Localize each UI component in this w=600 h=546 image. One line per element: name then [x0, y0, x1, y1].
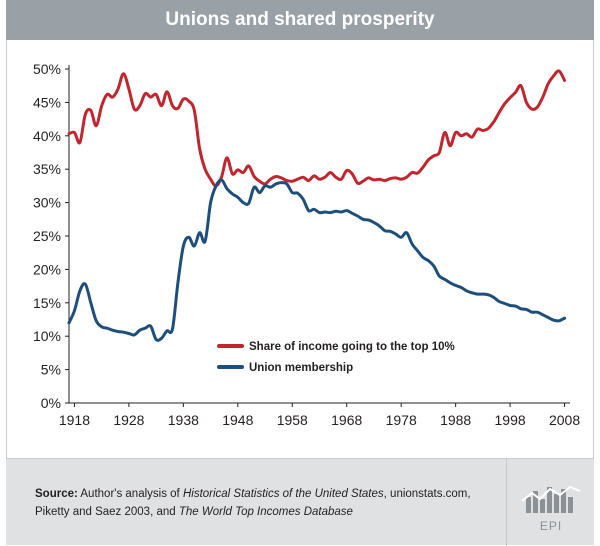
footer-divider [506, 459, 507, 546]
legend-label: Share of income going to the top 10% [249, 341, 455, 353]
legend-label: Union membership [249, 362, 353, 374]
y-tick-label: 35% [33, 161, 61, 177]
y-tick-label: 0% [41, 395, 61, 411]
x-tick-label: 1948 [222, 412, 253, 428]
x-tick-label: 1978 [386, 412, 417, 428]
y-tick-label: 45% [33, 94, 61, 110]
union-membership-line [67, 178, 567, 342]
chart-title: Unions and shared prosperity [6, 0, 594, 40]
y-tick-label: 20% [33, 261, 61, 277]
source-title-2: The World Top Incomes Database [178, 506, 353, 518]
y-tick-label: 30% [33, 195, 61, 211]
source-title-1: Historical Statistics of the United Stat… [182, 488, 384, 500]
y-tick-label: 5% [41, 362, 61, 378]
legend: Share of income going to the top 10% Unio… [217, 341, 455, 374]
x-tick-label: 1928 [113, 412, 144, 428]
source-note: Source: Author's analysis of Historical … [35, 485, 480, 521]
chart-frame [6, 0, 594, 545]
epi-logo-text: EPI [539, 519, 563, 533]
x-tick-label: 1988 [440, 412, 471, 428]
y-tick-label: 25% [33, 228, 61, 244]
x-tick-label: 1958 [277, 412, 308, 428]
x-tick-label: 2008 [549, 412, 580, 428]
x-tick-label: 1918 [59, 412, 90, 428]
x-tick-label: 1998 [495, 412, 526, 428]
x-axis: 1918 1928 1938 1948 1958 1968 1978 1988 1998 2008 [59, 402, 580, 428]
y-tick-label: 10% [33, 328, 61, 344]
x-tick-label: 1968 [331, 412, 362, 428]
series-layer [67, 69, 567, 342]
line-chart: 0% 5% 10% 15% 20% 25% 30% 35% 40% 45% 50% 1918 1928… [33, 61, 580, 428]
source-text-2: , unionstats.com, Piketty and Saez 2003,… [35, 488, 471, 518]
y-axis: 0% 5% 10% 15% 20% 25% 30% 35% 40% 45% 50% [33, 61, 70, 411]
footer: Source: Author's analysis of Historical … [6, 458, 594, 546]
x-tick-label: 1938 [168, 412, 199, 428]
y-tick-label: 40% [33, 128, 61, 144]
top-10-income-share-line [67, 69, 567, 188]
source-label: Source: [35, 488, 78, 500]
y-tick-label: 15% [33, 295, 61, 311]
epi-logo: EPI [518, 479, 584, 535]
source-text-1: Author's analysis of [77, 488, 183, 500]
y-tick-label: 50% [33, 61, 61, 77]
epi-logo-icon [521, 485, 581, 513]
